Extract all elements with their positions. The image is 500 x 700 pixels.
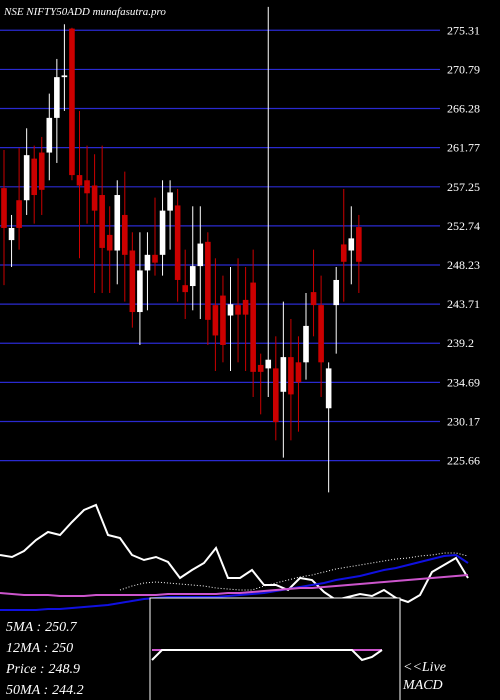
candle-body [325, 368, 332, 409]
stat-value: 250.7 [45, 620, 78, 635]
stat-name: 50MA : [6, 683, 48, 698]
y-tick-label: 252.74 [447, 219, 480, 233]
candle-body [182, 285, 188, 293]
y-tick-label: 234.69 [447, 375, 480, 389]
stat-label: Price : 248.9 [5, 662, 80, 677]
candle-body [273, 368, 279, 423]
candle-body [310, 292, 317, 306]
candle-body [212, 305, 219, 336]
y-tick-label: 248.23 [447, 258, 480, 272]
candle-body [280, 357, 287, 392]
candle-body [250, 282, 256, 372]
candle-body [333, 279, 339, 306]
y-tick-label: 266.28 [447, 102, 480, 116]
candle-body [129, 250, 136, 313]
candle-body [99, 195, 105, 248]
stat-name: 5MA : [6, 620, 41, 635]
indicator-line [0, 574, 469, 597]
macd-label: MACD [402, 678, 443, 693]
candle-body [348, 238, 355, 251]
candle-body [144, 254, 151, 271]
stat-label: 5MA : 250.7 [6, 620, 78, 635]
candle-body [205, 241, 211, 320]
candle-body [265, 359, 272, 369]
stat-label: 50MA : 244.2 [6, 683, 84, 698]
candle-body [235, 305, 241, 315]
y-tick-label: 261.77 [447, 141, 480, 155]
candle-body [174, 205, 181, 280]
candle-body [1, 188, 7, 228]
candle-body [318, 305, 324, 363]
candle-body [16, 200, 22, 228]
candle-body [197, 243, 204, 267]
macd-label: <<Live [403, 660, 446, 675]
candle-body [340, 244, 347, 262]
stat-name: 12MA : [6, 641, 48, 656]
candle-body [38, 152, 45, 190]
candle-body [122, 214, 128, 255]
y-tick-label: 243.71 [447, 297, 480, 311]
candle-body [227, 304, 234, 316]
candle-body [91, 185, 98, 211]
candle-body [84, 180, 90, 194]
candle-body [295, 362, 302, 383]
candle-body [76, 175, 83, 186]
candle-body [288, 357, 294, 395]
candle-body [137, 270, 143, 313]
candle-body [167, 192, 173, 211]
stat-value: 248.9 [48, 662, 80, 677]
candle-body [69, 28, 75, 176]
candle-body [106, 234, 113, 251]
candle-body [303, 325, 309, 363]
y-tick-label: 275.31 [447, 23, 480, 37]
candle-body [23, 155, 30, 201]
candle-body [220, 295, 226, 345]
y-tick-label: 225.66 [447, 454, 480, 468]
macd-line [151, 649, 383, 662]
candle-body [152, 254, 158, 263]
candle-body [31, 158, 37, 196]
candle-body [242, 299, 249, 315]
candle-body [54, 77, 60, 118]
stat-label: 12MA : 250 [6, 641, 73, 656]
stat-name: Price : [5, 662, 44, 677]
stat-value: 244.2 [52, 683, 84, 698]
indicator-line [119, 552, 469, 591]
chart-title: NSE NIFTY50ADD munafasutra.pro [3, 6, 166, 18]
indicator-line [0, 503, 469, 604]
candle-body [46, 117, 53, 153]
y-tick-label: 257.25 [447, 180, 480, 194]
candle-body [257, 364, 264, 372]
candle-body [114, 195, 121, 251]
indicator-line [0, 553, 469, 611]
y-tick-label: 230.17 [447, 415, 480, 429]
y-tick-label: 239.2 [447, 336, 474, 350]
candle-body [189, 266, 196, 287]
candle-body [159, 210, 166, 255]
candle-body [61, 75, 68, 78]
y-tick-label: 270.79 [447, 62, 480, 76]
candle-body [356, 227, 362, 262]
candle-body [8, 227, 15, 241]
stat-value: 250 [52, 641, 73, 656]
